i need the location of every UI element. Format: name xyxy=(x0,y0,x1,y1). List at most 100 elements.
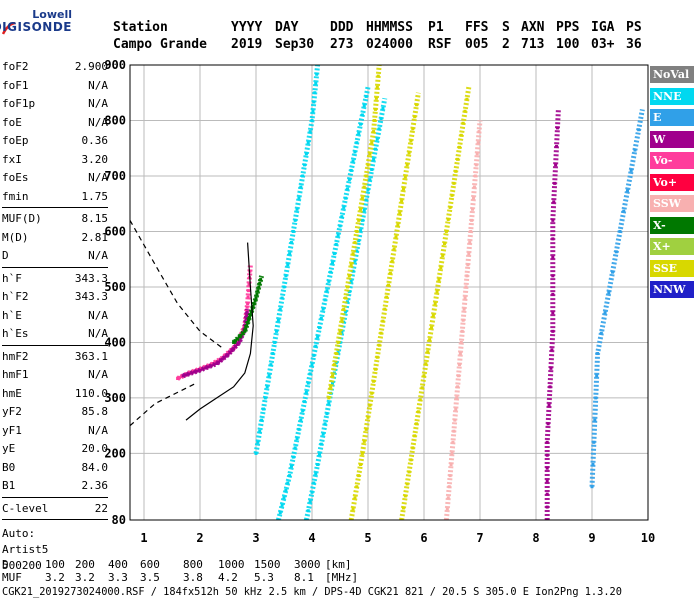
echo-point xyxy=(357,474,361,478)
footer-value: 600 xyxy=(140,558,160,571)
echo-point xyxy=(400,199,404,203)
parameter-name: MUF(D) xyxy=(2,212,42,225)
footer-value: [MHz] xyxy=(325,571,359,584)
x-tick-label: 8 xyxy=(532,531,539,545)
echo-point xyxy=(422,374,426,378)
echo-point xyxy=(321,432,325,436)
parameter-group-confidence: C-level 22 xyxy=(2,500,108,519)
header-label-yyyy: YYYY xyxy=(231,20,263,35)
parameter-row: foEp 0.36 xyxy=(2,132,108,151)
echo-point xyxy=(392,247,396,251)
echo-point xyxy=(475,152,479,156)
echo-point xyxy=(273,340,277,344)
echo-point xyxy=(247,289,251,293)
echo-point xyxy=(411,446,415,450)
echo-point xyxy=(336,233,340,237)
echo-point xyxy=(291,229,295,233)
echo-point xyxy=(366,415,370,419)
legend-item: NoVal xyxy=(650,66,694,83)
echo-point xyxy=(252,302,256,306)
echo-point xyxy=(458,352,462,356)
echo-point xyxy=(468,241,472,245)
echo-point xyxy=(381,106,385,110)
echo-point xyxy=(355,485,359,489)
echo-point xyxy=(243,329,247,333)
echo-point xyxy=(471,207,475,211)
echo-point xyxy=(545,518,549,520)
echo-point xyxy=(428,338,432,342)
echo-point xyxy=(370,168,374,172)
parameter-name: yF1 xyxy=(2,423,22,437)
echo-point xyxy=(379,117,383,121)
x-tick-label: 4 xyxy=(308,531,315,545)
parameter-name: h`F2 xyxy=(2,290,29,303)
echo-point xyxy=(217,360,221,364)
echo-point xyxy=(232,347,236,351)
echo-point xyxy=(381,319,385,323)
echo-point xyxy=(301,174,305,178)
echo-point xyxy=(373,107,377,111)
echo-point xyxy=(355,141,359,145)
true-height-profile-line xyxy=(185,242,254,421)
echo-point xyxy=(284,274,288,278)
echo-point xyxy=(187,372,191,376)
parameter-panel: foF2 2.900 foF1 N/A foF1p N/A foE N/A foEp 0.36 fx… xyxy=(2,58,108,574)
parameter-value: N/A xyxy=(88,368,108,381)
echo-point xyxy=(366,163,370,167)
parameter-value: 343.3 xyxy=(74,290,108,303)
echo-point xyxy=(312,353,316,357)
echo-point xyxy=(347,290,351,294)
echo-point xyxy=(405,163,409,167)
echo-point xyxy=(304,390,308,394)
header-label-day: DAY xyxy=(275,20,299,35)
echo-trace xyxy=(348,92,421,520)
echo-point xyxy=(359,122,363,126)
echo-point xyxy=(317,326,321,330)
echo-point xyxy=(416,410,420,414)
echo-point xyxy=(345,285,349,289)
footer-value: 400 xyxy=(108,558,128,571)
legend-item: X- xyxy=(650,216,694,234)
echo-point xyxy=(288,474,292,478)
echo-point xyxy=(327,396,331,400)
echo-point xyxy=(396,223,400,227)
logo-top-text: Lowell xyxy=(32,8,72,21)
echo-point xyxy=(353,150,357,154)
echo-point xyxy=(359,229,363,233)
parameter-name: hmF2 xyxy=(2,349,29,363)
echo-point xyxy=(224,354,228,358)
echo-point xyxy=(552,200,556,204)
echo-point xyxy=(245,324,249,328)
echo-point xyxy=(286,481,290,485)
parameter-value: 2.81 xyxy=(81,230,109,244)
echo-point xyxy=(353,496,357,500)
echo-point xyxy=(295,437,299,441)
header-value-station: Campo Grande xyxy=(113,37,207,52)
echo-point xyxy=(353,241,357,245)
echo-point xyxy=(293,218,297,222)
echo-point xyxy=(444,518,448,520)
echo-point xyxy=(179,375,183,379)
echo-point xyxy=(415,422,419,426)
x-tick-label: 5 xyxy=(364,531,371,545)
echo-point xyxy=(362,208,366,212)
header-label-pps: PPS xyxy=(556,20,580,35)
echo-point xyxy=(593,418,597,422)
footer-value: 1500 xyxy=(254,558,281,571)
echo-point xyxy=(426,350,430,354)
echo-point xyxy=(448,205,452,209)
echo-point xyxy=(344,310,348,314)
header-label-p1: P1 xyxy=(428,20,444,35)
legend-item: SSE xyxy=(650,259,694,277)
echo-point xyxy=(413,434,417,438)
echo-point xyxy=(368,178,372,182)
x-axis-ticks: 1 2 3 4 5 6 7 8 9 10 xyxy=(140,531,655,545)
header-value-p1: RSF xyxy=(428,37,452,52)
echo-point xyxy=(453,418,457,422)
echo-point xyxy=(278,511,282,515)
echo-point xyxy=(349,168,353,172)
echo-point xyxy=(629,168,633,172)
echo-point xyxy=(201,367,205,371)
echo-point xyxy=(228,351,232,355)
echo-point xyxy=(248,313,252,317)
